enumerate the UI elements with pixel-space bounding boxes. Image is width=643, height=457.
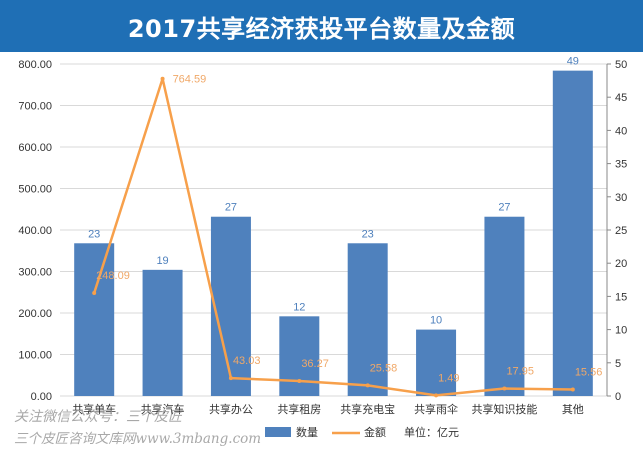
bar-count bbox=[484, 216, 525, 396]
bar-count-label: 23 bbox=[88, 228, 100, 240]
watermark-line-2: 三个皮匠咨询文库网www.3mbang.com bbox=[14, 431, 262, 447]
category-label: 共享租房 bbox=[277, 402, 321, 416]
amount-point bbox=[570, 387, 575, 392]
amount-point bbox=[502, 386, 507, 391]
right-tick-label: 0 bbox=[615, 391, 621, 403]
right-tick-label: 40 bbox=[615, 125, 627, 137]
legend: 数量 金额 单位：亿元 bbox=[265, 425, 459, 439]
category-label: 共享汽车 bbox=[141, 402, 185, 416]
bar-count bbox=[416, 329, 457, 396]
amount-label: 36.27 bbox=[301, 358, 329, 370]
left-tick-label: 600.00 bbox=[18, 142, 52, 154]
category-label: 共享雨伞 bbox=[414, 402, 458, 416]
amount-point bbox=[365, 383, 370, 388]
legend-label-count: 数量 bbox=[296, 426, 318, 439]
category-label: 共享办公 bbox=[209, 402, 253, 416]
left-tick-label: 0.00 bbox=[31, 391, 52, 403]
watermark-line-1: 关注微信公众号：三个皮匠 bbox=[14, 409, 182, 425]
x-axis-categories: 共享单车 共享汽车 共享办公 共享租房 共享充电宝 共享雨伞 共享知识技能 其他 bbox=[72, 402, 584, 416]
bar-count bbox=[552, 70, 593, 396]
amount-point bbox=[228, 376, 233, 381]
bar-count-label: 12 bbox=[293, 301, 305, 313]
right-tick-label: 20 bbox=[615, 258, 627, 270]
bar-count-label: 10 bbox=[430, 315, 442, 327]
right-tick-label: 50 bbox=[615, 59, 627, 71]
line-series-amount: 248.09 764.59 43.03 36.27 25.58 1.49 17.95 15.5… bbox=[92, 74, 602, 398]
bar-count-label: 27 bbox=[498, 202, 510, 214]
bar-count bbox=[347, 243, 388, 396]
amount-point bbox=[434, 393, 439, 398]
legend-swatch-count bbox=[265, 427, 291, 437]
right-tick-label: 25 bbox=[615, 225, 627, 237]
category-label: 共享知识技能 bbox=[471, 402, 537, 416]
amount-label: 25.58 bbox=[370, 362, 398, 374]
gridlines bbox=[60, 63, 607, 397]
bar-count bbox=[142, 269, 183, 396]
left-tick-label: 700.00 bbox=[18, 101, 52, 113]
bar-count-label: 27 bbox=[225, 202, 237, 214]
right-tick-label: 15 bbox=[615, 291, 627, 303]
bar-count-label: 23 bbox=[362, 228, 374, 240]
left-tick-label: 300.00 bbox=[18, 267, 52, 279]
category-label: 共享单车 bbox=[72, 402, 116, 416]
amount-point bbox=[297, 378, 302, 383]
left-tick-label: 100.00 bbox=[18, 350, 52, 362]
left-tick-label: 500.00 bbox=[18, 184, 52, 196]
left-tick-label: 400.00 bbox=[18, 225, 52, 237]
right-axis: 0 5 10 15 20 25 30 35 40 45 50 bbox=[606, 59, 627, 403]
category-label: 共享充电宝 bbox=[340, 402, 395, 416]
left-axis: 0.00 100.00 200.00 300.00 400.00 500.00 600.00… bbox=[18, 59, 52, 403]
bar-series-count: 23 19 27 12 23 10 27 49 bbox=[74, 56, 593, 396]
amount-label: 43.03 bbox=[233, 355, 261, 367]
amount-label: 15.56 bbox=[575, 367, 603, 379]
bar-count bbox=[74, 243, 115, 396]
right-tick-label: 30 bbox=[615, 192, 627, 204]
bar-count bbox=[279, 316, 320, 396]
amount-label: 248.09 bbox=[96, 270, 130, 282]
chart-title: 2017共享经济获投平台数量及金额 bbox=[127, 14, 516, 43]
right-tick-label: 5 bbox=[615, 358, 621, 370]
right-tick-label: 45 bbox=[615, 92, 627, 104]
legend-label-amount: 金额 bbox=[364, 425, 386, 439]
bar-count-label: 19 bbox=[156, 255, 168, 267]
left-tick-label: 800.00 bbox=[18, 59, 52, 71]
amount-label: 1.49 bbox=[438, 372, 459, 384]
title-bar: 2017共享经济获投平台数量及金额 bbox=[0, 0, 643, 52]
unit-note: 单位：亿元 bbox=[404, 425, 459, 439]
right-tick-label: 10 bbox=[615, 325, 627, 337]
amount-point bbox=[160, 76, 165, 81]
left-tick-label: 200.00 bbox=[18, 308, 52, 320]
amount-point bbox=[92, 291, 97, 296]
amount-label: 17.95 bbox=[506, 366, 534, 378]
bar-count-label: 49 bbox=[567, 56, 579, 68]
amount-label: 764.59 bbox=[173, 74, 207, 86]
bar-count bbox=[210, 216, 251, 396]
right-tick-label: 35 bbox=[615, 159, 627, 171]
category-label: 其他 bbox=[562, 403, 584, 416]
amount-line bbox=[92, 77, 573, 397]
